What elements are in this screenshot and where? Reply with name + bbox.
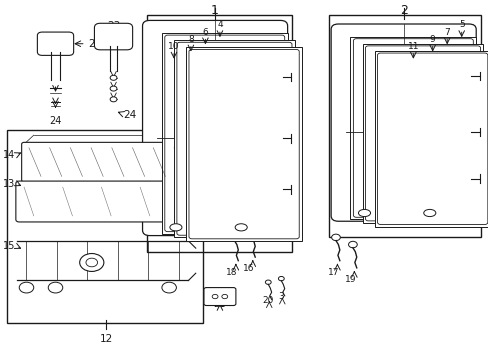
Text: 10: 10: [168, 42, 180, 51]
Text: 12: 12: [100, 334, 113, 344]
Circle shape: [348, 241, 357, 248]
Circle shape: [230, 234, 238, 240]
Bar: [174, 40, 294, 237]
Bar: [328, 15, 480, 237]
Text: 22: 22: [88, 39, 101, 49]
Text: 24: 24: [123, 111, 136, 121]
Bar: [7, 130, 203, 323]
Text: 8: 8: [188, 35, 193, 44]
Circle shape: [265, 280, 271, 284]
Circle shape: [278, 276, 284, 281]
FancyBboxPatch shape: [203, 288, 235, 306]
FancyBboxPatch shape: [37, 32, 74, 55]
Circle shape: [162, 282, 176, 293]
Text: 23: 23: [107, 21, 120, 31]
Circle shape: [110, 86, 117, 91]
Circle shape: [222, 294, 227, 299]
Bar: [374, 51, 488, 226]
Text: 16: 16: [243, 264, 254, 273]
Circle shape: [212, 294, 218, 299]
Text: 11: 11: [407, 42, 418, 51]
Text: 24: 24: [49, 116, 61, 126]
Bar: [147, 15, 292, 252]
Circle shape: [331, 234, 340, 240]
Bar: [362, 44, 483, 223]
Text: 15: 15: [3, 241, 15, 251]
Text: 20: 20: [262, 296, 273, 305]
Ellipse shape: [235, 224, 247, 231]
Text: 5: 5: [458, 21, 464, 30]
Text: 17: 17: [327, 268, 339, 277]
FancyBboxPatch shape: [94, 23, 132, 50]
Circle shape: [19, 282, 34, 293]
Circle shape: [246, 230, 255, 237]
Circle shape: [110, 97, 117, 102]
Text: 21: 21: [213, 299, 225, 309]
FancyBboxPatch shape: [21, 142, 181, 182]
Circle shape: [110, 75, 117, 80]
Text: 3: 3: [278, 292, 284, 301]
Text: 13: 13: [3, 179, 15, 189]
FancyBboxPatch shape: [142, 21, 287, 235]
FancyBboxPatch shape: [330, 24, 475, 221]
Text: 7: 7: [444, 28, 449, 37]
Bar: [350, 37, 475, 220]
Text: 4: 4: [217, 21, 222, 30]
Text: 14: 14: [3, 150, 15, 160]
Text: 6: 6: [202, 28, 208, 37]
Text: 2: 2: [399, 4, 407, 17]
Text: 19: 19: [344, 275, 356, 284]
Bar: [186, 47, 302, 241]
Ellipse shape: [169, 224, 182, 231]
Circle shape: [48, 282, 62, 293]
Ellipse shape: [358, 210, 370, 217]
Text: 9: 9: [429, 35, 435, 44]
Circle shape: [80, 253, 103, 271]
Ellipse shape: [423, 210, 435, 217]
Bar: [162, 33, 287, 234]
Text: 1: 1: [211, 4, 219, 17]
Text: 18: 18: [226, 268, 237, 277]
FancyBboxPatch shape: [16, 181, 191, 222]
